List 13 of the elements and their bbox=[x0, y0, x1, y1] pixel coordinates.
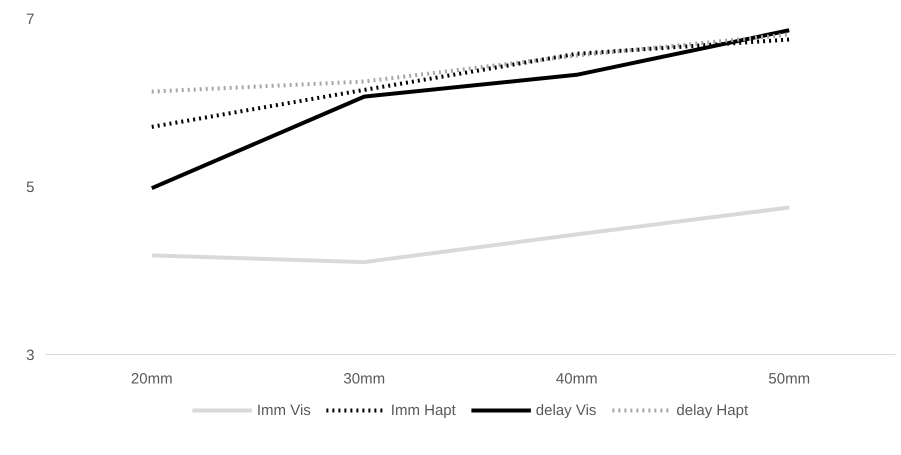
x-tick-label: 30mm bbox=[343, 370, 386, 388]
x-tick-label: 20mm bbox=[130, 370, 173, 388]
line-series bbox=[150, 28, 792, 190]
y-tick-label: 3 bbox=[26, 347, 34, 364]
legend-label: delay Vis bbox=[536, 402, 596, 418]
y-tick-label: 7 bbox=[26, 11, 34, 28]
x-tick-label: 40mm bbox=[556, 370, 598, 388]
legend-label: Imm Hapt bbox=[390, 402, 456, 418]
x-tick-label: 50mm bbox=[768, 370, 810, 388]
legend-label: Imm Vis bbox=[256, 402, 311, 418]
legend-label: delay Hapt bbox=[676, 402, 748, 418]
y-tick-label: 5 bbox=[26, 179, 34, 196]
line-series bbox=[150, 206, 792, 264]
